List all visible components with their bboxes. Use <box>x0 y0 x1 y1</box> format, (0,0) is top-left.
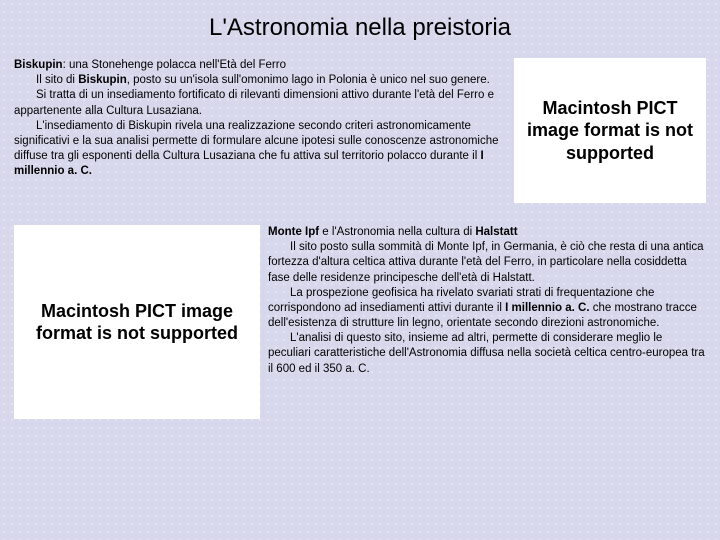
monteipf-p1: Il sito posto sulla sommità di Monte Ipf… <box>268 240 706 286</box>
biskupin-text: Biskupin: una Stonehenge polacca nell'Et… <box>14 58 506 179</box>
placeholder-text: Macintosh PICT image format is not suppo… <box>14 300 260 345</box>
monteipf-text: Monte Ipf e l'Astronomia nella cultura d… <box>268 225 706 377</box>
monteipf-p3: L'analisi di questo sito, insieme ad alt… <box>268 331 706 377</box>
placeholder-text: Macintosh PICT image format is not suppo… <box>514 97 706 165</box>
section-monteipf: Macintosh PICT image format is not suppo… <box>0 225 720 419</box>
biskupin-lead: Biskupin: una Stonehenge polacca nell'Et… <box>14 58 506 73</box>
biskupin-p3: L'insediamento di Biskupin rivela una re… <box>14 119 506 180</box>
image-placeholder-top: Macintosh PICT image format is not suppo… <box>514 58 706 203</box>
monteipf-p2: La prospezione geofisica ha rivelato sva… <box>268 286 706 332</box>
page-title: L'Astronomia nella preistoria <box>0 0 720 58</box>
section-biskupin: Biskupin: una Stonehenge polacca nell'Et… <box>0 58 720 203</box>
biskupin-p2: Si tratta di un insediamento fortificato… <box>14 88 506 118</box>
image-placeholder-bottom: Macintosh PICT image format is not suppo… <box>14 225 260 419</box>
monteipf-lead: Monte Ipf e l'Astronomia nella cultura d… <box>268 225 706 240</box>
biskupin-p1: Il sito di Biskupin, posto su un'isola s… <box>14 73 506 88</box>
